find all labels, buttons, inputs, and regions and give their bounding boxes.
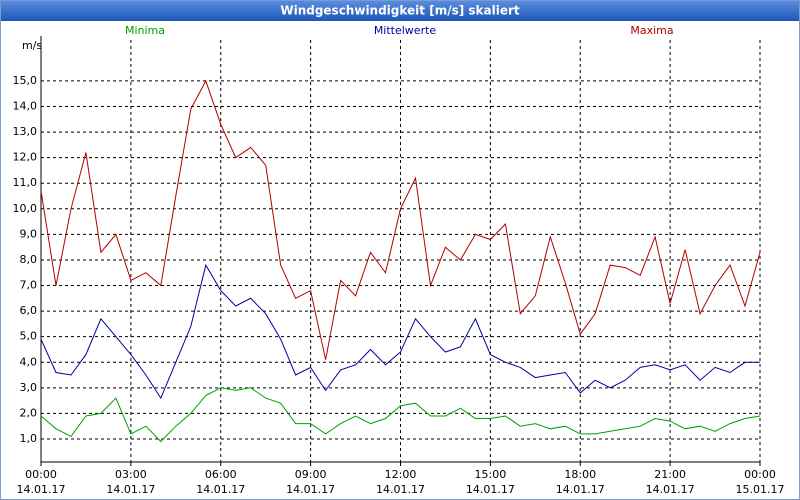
x-tick-date: 14.01.17 [646,483,695,496]
y-tick-label: 7,0 [20,279,38,292]
series-line [40,79,761,360]
x-tick-label: 15:00 [475,468,507,481]
y-axis-label: m/s [22,39,42,52]
legend-entry: Maxima [630,24,673,37]
y-tick-label: 6,0 [20,304,38,317]
x-tick-date: 15.01.17 [736,483,785,496]
legend-entry: Mittelwerte [374,24,437,37]
y-tick-label: 13,0 [13,125,38,138]
x-tick-label: 06:00 [205,468,237,481]
x-tick-label: 03:00 [115,468,147,481]
y-tick-label: 1,0 [20,432,38,445]
series-line [40,387,761,443]
x-tick-label: 00:00 [25,468,57,481]
y-tick-label: 11,0 [13,176,38,189]
series-line [40,263,760,400]
y-tick-label: 5,0 [20,330,38,343]
x-tick-date: 14.01.17 [196,483,245,496]
y-tick-label: 10,0 [13,202,38,215]
y-tick-label: 8,0 [20,253,38,266]
x-tick-label: 00:00 [744,468,776,481]
y-tick-label: 9,0 [20,227,38,240]
y-tick-label: 4,0 [20,355,38,368]
chart-title: Windgeschwindigkeit [m/s] skaliert [280,4,520,18]
y-tick-label: 12,0 [13,151,38,164]
x-tick-label: 18:00 [564,468,596,481]
x-tick-date: 14.01.17 [17,483,66,496]
y-tick-label: 14,0 [13,99,38,112]
y-tick-label: 15,0 [13,74,38,87]
x-tick-date: 14.01.17 [466,483,515,496]
x-tick-date: 14.01.17 [376,483,425,496]
legend-entry: Minima [125,24,165,37]
y-tick-label: 3,0 [20,381,38,394]
x-tick-date: 14.01.17 [286,483,335,496]
x-tick-date: 14.01.17 [556,483,605,496]
x-tick-label: 21:00 [654,468,686,481]
y-tick-label: 2,0 [20,406,38,419]
title-bar [0,0,800,21]
x-tick-label: 12:00 [385,468,417,481]
x-tick-date: 14.01.17 [106,483,155,496]
x-tick-label: 09:00 [295,468,327,481]
